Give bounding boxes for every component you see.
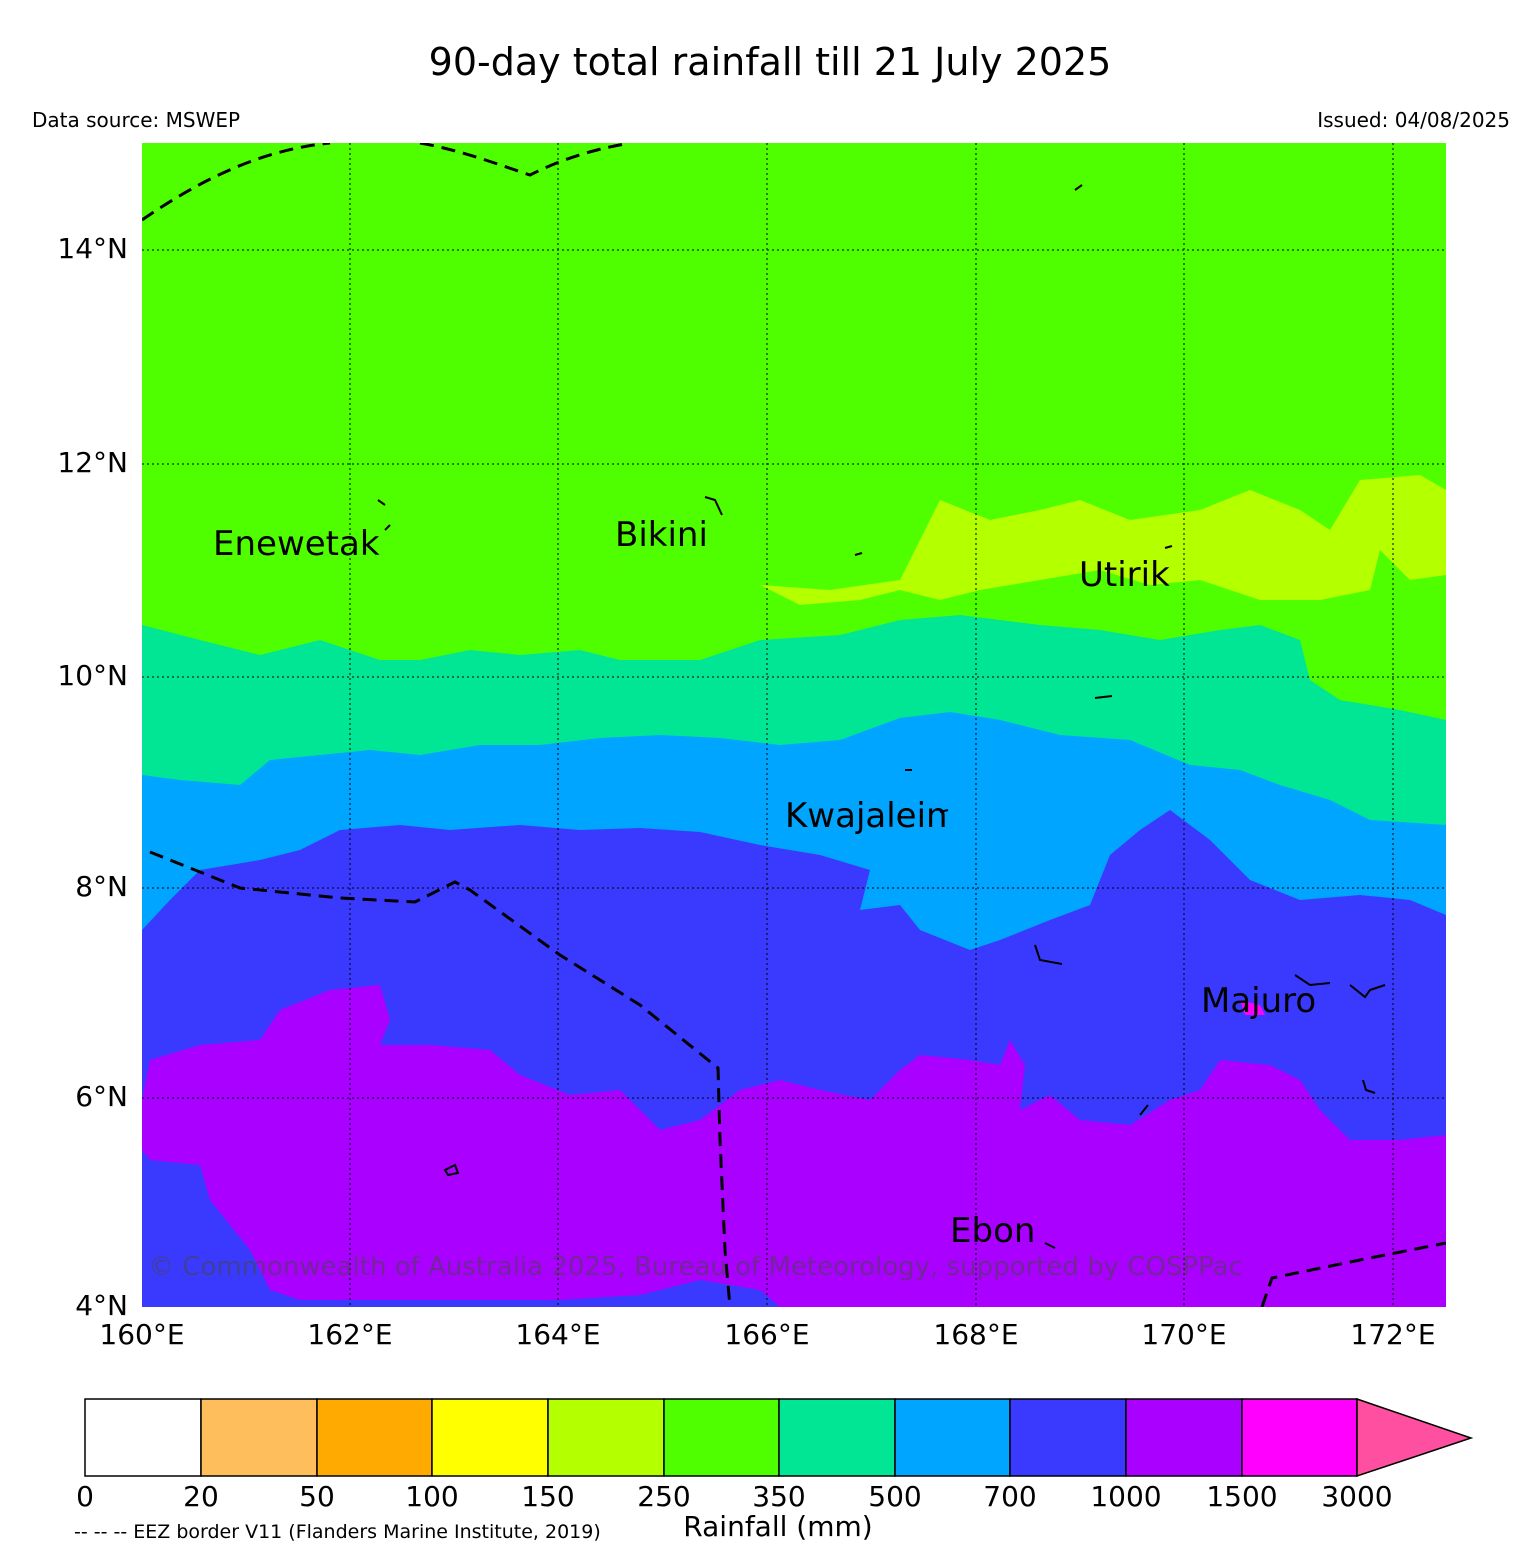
place-label-enewetak: Enewetak bbox=[213, 524, 380, 564]
graticule bbox=[142, 143, 1446, 1307]
colorbar-tick: 100 bbox=[405, 1480, 459, 1513]
map-title: 90-day total rainfall till 21 July 2025 bbox=[428, 40, 1112, 84]
colorbar-segment-5 bbox=[663, 1398, 780, 1477]
copyright-notice: © Commonwealth of Australia 2025, Bureau… bbox=[148, 1252, 1243, 1282]
place-label-ebon: Ebon bbox=[950, 1211, 1036, 1251]
data-source-label: Data source: MSWEP bbox=[32, 108, 241, 132]
place-label-utirik: Utirik bbox=[1079, 555, 1170, 595]
lon-label: 160°E bbox=[99, 1318, 185, 1351]
colorbar-tick: 50 bbox=[299, 1480, 335, 1513]
lat-label: 8°N bbox=[75, 870, 128, 903]
atoll-outlines bbox=[377, 184, 1386, 1249]
issued-date-label: Issued: 04/08/2025 bbox=[1317, 108, 1510, 132]
lat-label: 4°N bbox=[75, 1289, 128, 1322]
band-250-350-north bbox=[250, 143, 870, 375]
colorbar-segment-6 bbox=[778, 1398, 896, 1477]
colorbar-tick: 0 bbox=[76, 1480, 94, 1513]
colorbar-extend-arrow bbox=[1356, 1397, 1474, 1478]
colorbar-segment-7 bbox=[894, 1398, 1011, 1477]
colorbar-tick: 250 bbox=[637, 1480, 691, 1513]
colorbar-segment-1 bbox=[200, 1398, 318, 1477]
colorbar-segment-8 bbox=[1009, 1398, 1127, 1477]
lat-label: 10°N bbox=[57, 659, 128, 692]
colorbar-segment-3 bbox=[431, 1398, 549, 1477]
eez-border-north bbox=[142, 143, 631, 222]
colorbar-tick: 3000 bbox=[1321, 1480, 1393, 1513]
lon-label: 168°E bbox=[933, 1318, 1019, 1351]
lon-label: 170°E bbox=[1141, 1318, 1227, 1351]
colorbar-tick: 150 bbox=[521, 1480, 575, 1513]
eez-border-note: -- -- -- EEZ border V11 (Flanders Marine… bbox=[74, 1521, 601, 1543]
colorbar-segment-4 bbox=[547, 1398, 665, 1477]
colorbar-tick: 20 bbox=[183, 1480, 219, 1513]
lon-label: 164°E bbox=[515, 1318, 601, 1351]
band-1500-3000 bbox=[1240, 1000, 1265, 1015]
band-1000-1500 bbox=[142, 985, 1446, 1307]
colorbar-segment-9 bbox=[1125, 1398, 1243, 1477]
lat-label: 6°N bbox=[75, 1080, 128, 1113]
lon-label: 166°E bbox=[724, 1318, 810, 1351]
colorbar-tick: 1500 bbox=[1206, 1480, 1278, 1513]
colorbar-segment-2 bbox=[316, 1398, 433, 1477]
place-label-bikini: Bikini bbox=[615, 515, 708, 555]
colorbar-tick: 500 bbox=[868, 1480, 922, 1513]
lon-label: 162°E bbox=[307, 1318, 393, 1351]
lon-label: 172°E bbox=[1350, 1318, 1436, 1351]
colorbar-tick: 700 bbox=[983, 1480, 1037, 1513]
colorbar bbox=[84, 1397, 1474, 1478]
colorbar-segment-0 bbox=[84, 1398, 202, 1477]
lat-label: 12°N bbox=[57, 446, 128, 479]
colorbar-title: Rainfall (mm) bbox=[683, 1510, 873, 1543]
lat-label: 14°N bbox=[57, 232, 128, 265]
eez-border-south bbox=[149, 850, 1446, 1307]
colorbar-tick: 1000 bbox=[1090, 1480, 1162, 1513]
colorbar-tick: 350 bbox=[752, 1480, 806, 1513]
place-label-majuro: Majuro bbox=[1201, 981, 1317, 1021]
place-label-kwajalein: Kwajalein bbox=[785, 796, 948, 836]
colorbar-segment-10 bbox=[1241, 1398, 1358, 1477]
rainfall-contours bbox=[142, 143, 1446, 1307]
